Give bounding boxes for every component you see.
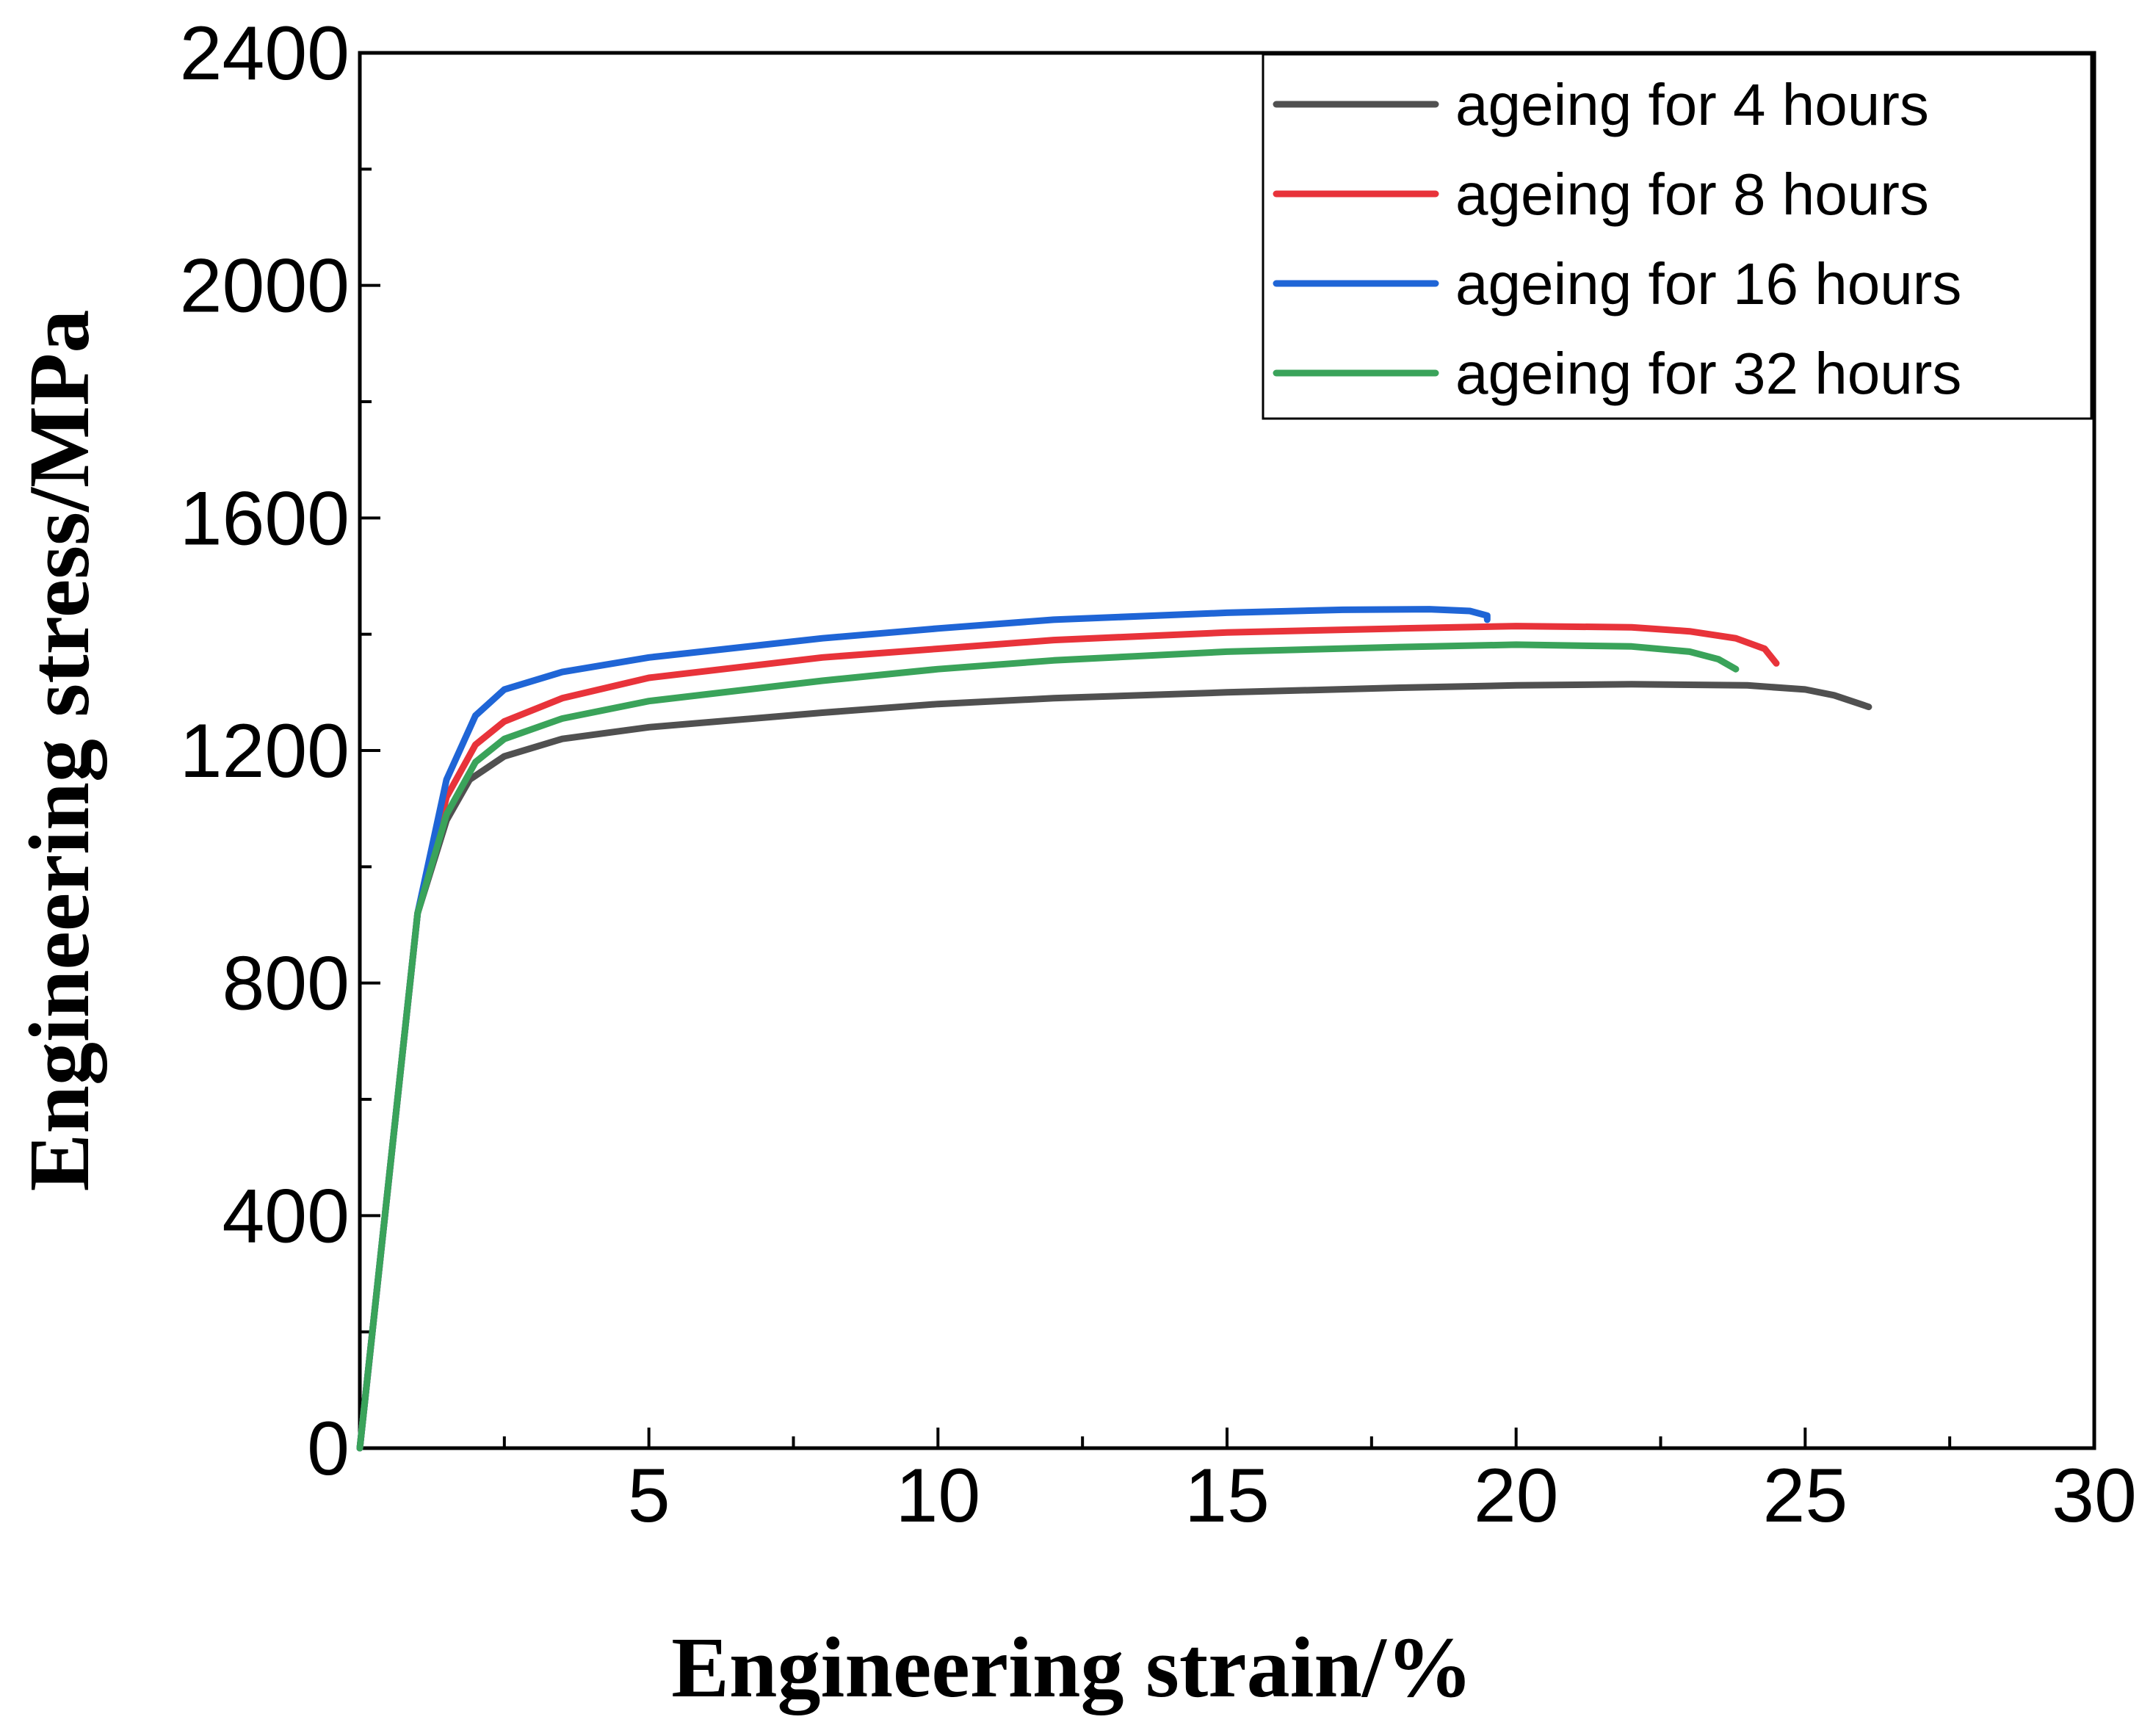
legend-label-2: ageing for 8 hours [1455,162,1929,227]
x-axis-title: Engineering strain/% [671,1619,1473,1715]
y-tick-label-800: 800 [222,941,350,1027]
y-tick-label-1200: 1200 [180,709,350,794]
legend-box [1262,53,2093,420]
legend-label-4: ageing for 32 hours [1455,341,1961,406]
y-axis-ticks [360,51,380,1450]
x-axis-ticks [502,1428,2096,1448]
x-tick-label-25: 25 [1762,1453,1848,1538]
x-tick-label-5: 5 [628,1453,670,1538]
x-tick-label-10: 10 [895,1453,980,1538]
y-axis-title: Engineering stress/MPa [11,310,107,1192]
y-tick-label-2400: 2400 [180,11,350,96]
y-tick-label-0: 0 [307,1406,350,1491]
x-tick-label-20: 20 [1474,1453,1559,1538]
series-line-4 [356,641,1740,1452]
y-tick-label-2000: 2000 [180,244,350,329]
legend-items: ageing for 4 hours ageing for 8 hours agei… [1273,72,1961,406]
y-tick-label-400: 400 [222,1173,350,1259]
legend-label-3: ageing for 16 hours [1455,251,1961,317]
y-axis-tick-labels: 0 400 800 1200 1600 2000 2400 [180,11,350,1491]
legend-label-1: ageing for 4 hours [1455,72,1929,137]
y-tick-label-1600: 1600 [180,476,350,561]
legend: ageing for 4 hours ageing for 8 hours agei… [1262,53,2093,420]
series-lines [356,606,1872,1452]
x-tick-label-15: 15 [1184,1453,1270,1538]
series-line-3 [356,606,1491,1452]
x-tick-label-30: 30 [2052,1453,2137,1538]
series-line-2 [356,623,1780,1452]
x-axis-tick-labels: 5 10 15 20 25 30 [628,1453,2137,1538]
